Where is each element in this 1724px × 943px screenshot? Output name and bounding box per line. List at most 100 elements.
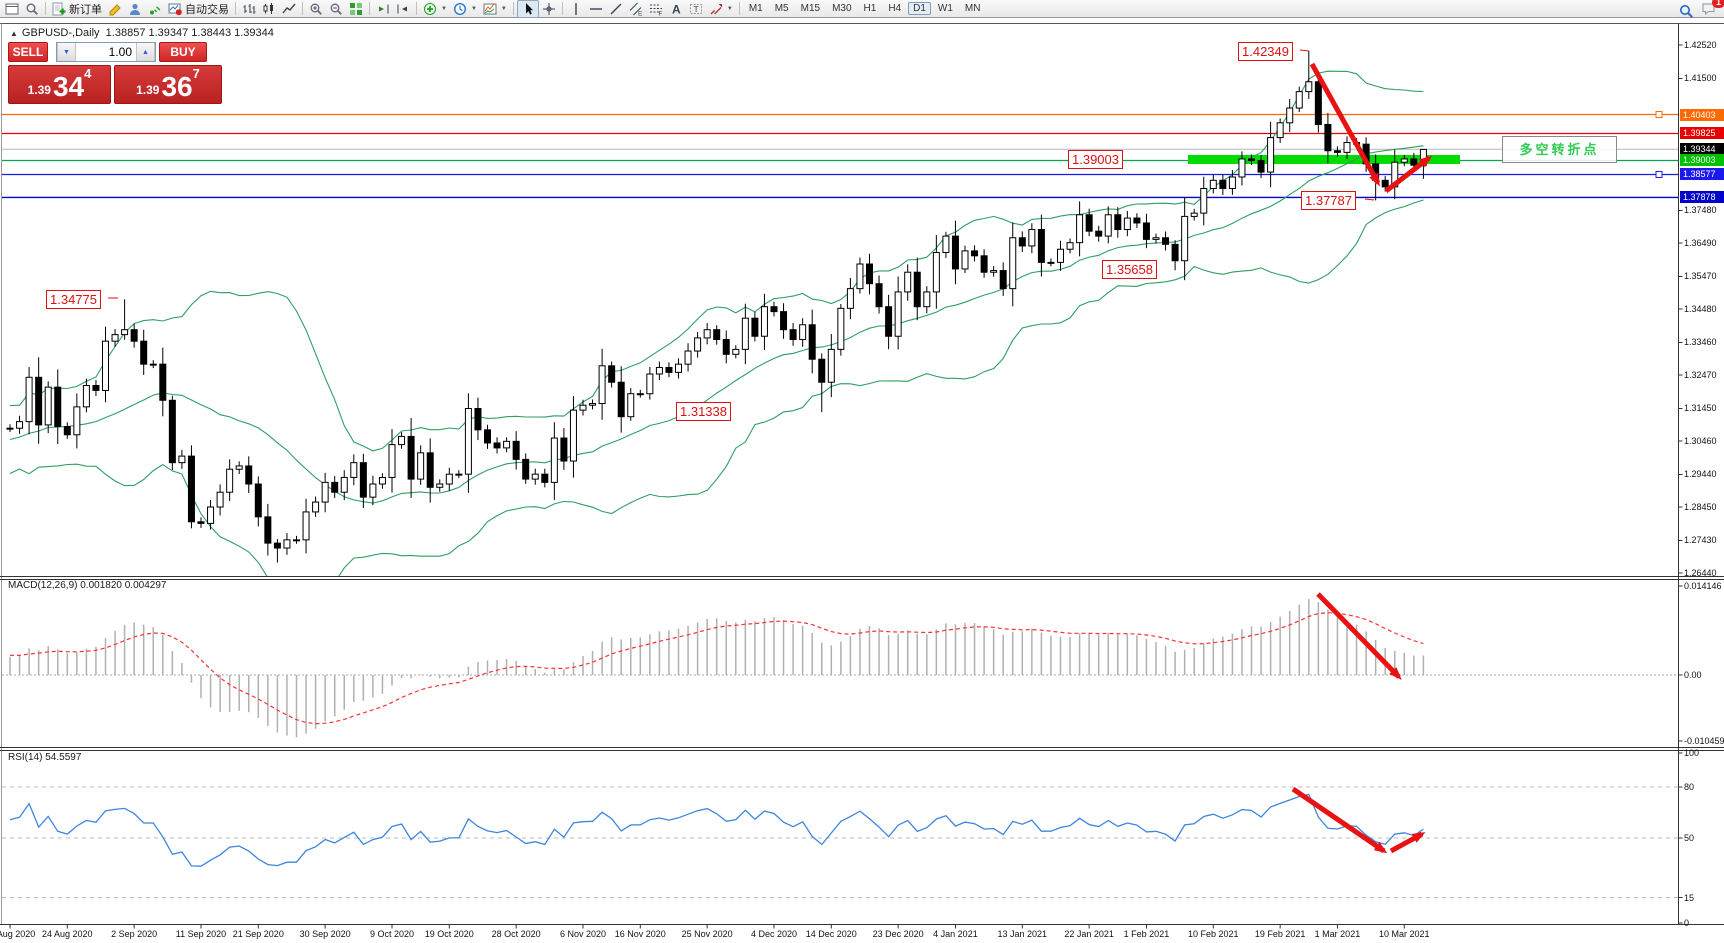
candlestick-tool[interactable] bbox=[259, 1, 279, 17]
trend-arrow[interactable] bbox=[1384, 155, 1433, 193]
timeframe-m5[interactable]: M5 bbox=[774, 3, 789, 14]
svg-text:A: A bbox=[672, 2, 681, 16]
line-handle[interactable] bbox=[1655, 111, 1663, 119]
notification-badge: 1 bbox=[1711, 0, 1724, 8]
styles-tool[interactable] bbox=[105, 1, 125, 17]
periods-tool[interactable]: ▼ bbox=[450, 1, 480, 17]
chevron-down-icon[interactable]: ▼ bbox=[500, 5, 507, 12]
templates-icon bbox=[483, 2, 497, 16]
price-tick-label: 1.27430 bbox=[1684, 535, 1717, 546]
volume-input[interactable] bbox=[76, 43, 136, 61]
tile-windows-tool[interactable] bbox=[346, 1, 366, 17]
indicators-tool[interactable]: ▼ bbox=[420, 1, 450, 17]
price-annotation-label[interactable]: 1.37787 bbox=[1301, 191, 1356, 210]
trendline-tool[interactable] bbox=[606, 1, 626, 17]
crosshair-icon bbox=[542, 2, 556, 16]
price-annotation-label[interactable]: 1.31338 bbox=[676, 402, 731, 421]
horizontal-line-tool[interactable] bbox=[586, 1, 606, 17]
one-click-trade-panel: SELL ▼ ▲ BUY 1.39 34 4 1.39 36 7 bbox=[8, 42, 222, 104]
text-label-tool[interactable]: T bbox=[686, 1, 706, 17]
support-band[interactable] bbox=[1188, 154, 1460, 164]
price-annotation-label[interactable]: 1.34775 bbox=[46, 290, 101, 309]
chevron-down-icon[interactable]: ▼ bbox=[441, 5, 447, 12]
line-handle[interactable] bbox=[1655, 170, 1663, 178]
zoom-out-tool[interactable] bbox=[326, 1, 346, 17]
toolbar: 新订单 自动交易 ▼ ▼ ▼ E F A T ▼ M1 M5 M15 M30 H1 H4 D1 W1 MN bbox=[0, 0, 1724, 18]
new-order-icon bbox=[52, 2, 66, 16]
notifications[interactable]: 1 bbox=[1701, 0, 1724, 21]
toolbar-separator bbox=[235, 2, 236, 15]
timeframe-m30[interactable]: M30 bbox=[832, 3, 852, 14]
zoom-in-tool[interactable] bbox=[306, 1, 326, 17]
zoom-in-icon bbox=[309, 2, 323, 16]
timeframe-d1[interactable]: D1 bbox=[908, 2, 931, 15]
timeframe-m1[interactable]: M1 bbox=[748, 3, 763, 14]
cursor-tool[interactable] bbox=[516, 0, 539, 18]
timeframe-w1[interactable]: W1 bbox=[937, 3, 953, 14]
macd-axis-label: 0.014146 bbox=[1684, 581, 1722, 591]
date-label: 4 Dec 2020 bbox=[750, 929, 798, 939]
trend-arrow[interactable] bbox=[1291, 786, 1388, 854]
rsi-axis-label: 15 bbox=[1684, 892, 1695, 903]
trend-arrow[interactable] bbox=[1316, 592, 1402, 680]
timeframe-mn[interactable]: MN bbox=[964, 3, 981, 14]
date-label: 1 Mar 2021 bbox=[1314, 929, 1361, 939]
price-tick-label: 1.36490 bbox=[1684, 238, 1717, 248]
preview-tool[interactable] bbox=[22, 1, 42, 17]
price-badge: 1.38577 bbox=[1680, 168, 1724, 181]
buy-price-pip: 7 bbox=[192, 66, 200, 81]
line-chart-icon bbox=[282, 2, 296, 16]
text-tool[interactable]: A bbox=[666, 1, 686, 17]
arrows-tool-tool[interactable]: ▼ bbox=[706, 1, 736, 17]
volume-down-arrow[interactable]: ▼ bbox=[57, 43, 76, 61]
equidistant-channel-tool[interactable]: E bbox=[626, 1, 646, 17]
bar-chart-tool[interactable] bbox=[239, 1, 259, 17]
chevron-down-icon[interactable]: ▼ bbox=[726, 5, 733, 12]
bar-chart-icon bbox=[242, 2, 256, 16]
fibonacci-tool[interactable]: F bbox=[646, 1, 666, 17]
chart-window-tool[interactable] bbox=[2, 1, 22, 17]
search-icon[interactable] bbox=[1679, 4, 1693, 18]
profile-icon bbox=[128, 2, 142, 16]
bollinger-lower bbox=[9, 199, 1424, 576]
toolbar-separator bbox=[416, 2, 417, 15]
templates-tool[interactable]: ▼ bbox=[480, 1, 510, 17]
vertical-line-tool[interactable] bbox=[566, 1, 586, 17]
date-label: 4 Jan 2021 bbox=[933, 929, 978, 939]
auto-scroll-tool[interactable] bbox=[373, 1, 393, 17]
price-annotation-label[interactable]: 1.42349 bbox=[1238, 42, 1293, 61]
line-chart-tool[interactable] bbox=[279, 1, 299, 17]
chevron-down-icon[interactable]: ▼ bbox=[470, 5, 477, 12]
trend-arrow[interactable] bbox=[1309, 62, 1381, 187]
timeframe-m15[interactable]: M15 bbox=[800, 3, 821, 14]
new-order-button[interactable]: 新订单 bbox=[49, 1, 105, 17]
price-annotation-label[interactable]: 1.35658 bbox=[1102, 260, 1157, 279]
toolbar-separator bbox=[369, 2, 370, 15]
signals-tool[interactable] bbox=[145, 1, 165, 17]
timeframe-h1[interactable]: H1 bbox=[863, 3, 877, 14]
timeframe-h4[interactable]: H4 bbox=[888, 3, 902, 14]
trend-arrow[interactable] bbox=[1389, 831, 1426, 854]
auto-trading-button[interactable]: 自动交易 bbox=[165, 1, 232, 17]
macd-signal-line bbox=[9, 612, 1424, 725]
candlestick-icon bbox=[262, 2, 276, 16]
turning-point-note[interactable]: 多空转折点 bbox=[1502, 136, 1617, 163]
price-annotation-label[interactable]: 1.39003 bbox=[1068, 150, 1123, 169]
date-label: 6 Nov 2020 bbox=[559, 929, 607, 939]
svg-text:T: T bbox=[693, 4, 698, 14]
collapse-icon[interactable]: ▲ bbox=[10, 29, 18, 38]
buy-price-display[interactable]: 1.39 36 7 bbox=[114, 65, 222, 104]
indicators-icon bbox=[423, 2, 437, 16]
buy-button[interactable]: BUY bbox=[159, 42, 207, 62]
volume-stepper: ▼ ▲ bbox=[56, 42, 156, 62]
price-tick-label: 1.26440 bbox=[1684, 568, 1717, 578]
sell-button[interactable]: SELL bbox=[8, 42, 48, 62]
crosshair-tool[interactable] bbox=[539, 1, 559, 17]
chart-shift-tool[interactable] bbox=[393, 1, 413, 17]
profile-tool[interactable] bbox=[125, 1, 145, 17]
symbol-title[interactable]: ▲ GBPUSD-,Daily 1.38857 1.39347 1.38443 1… bbox=[10, 27, 274, 39]
volume-up-arrow[interactable]: ▲ bbox=[136, 43, 155, 61]
sell-price-display[interactable]: 1.39 34 4 bbox=[8, 65, 111, 104]
